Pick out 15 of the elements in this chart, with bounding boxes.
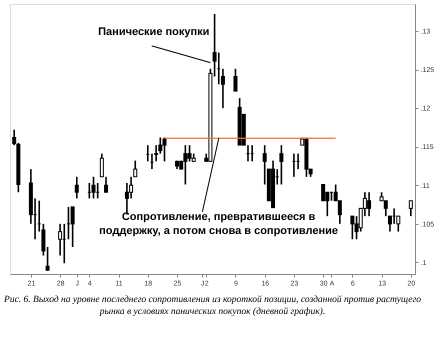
candlestick xyxy=(188,144,192,162)
candlestick xyxy=(279,144,284,186)
candlestick xyxy=(321,184,326,202)
candlestick xyxy=(162,136,166,162)
candlestick xyxy=(350,215,354,240)
candlestick xyxy=(74,176,79,200)
candlestick xyxy=(367,191,372,217)
candlestick xyxy=(70,206,75,248)
text: Рис. 6. Выход на уровне последнего сопротивления из короткой позиции, созданной против растущего рынка в условиях панических покупок (дневной график). xyxy=(3,295,422,317)
candlestick xyxy=(92,176,96,200)
annotation: Сопротивление, превратившееся в поддержку, а потом снова в сопротивление xyxy=(99,211,338,237)
candlestick xyxy=(183,144,188,186)
candlestick xyxy=(233,68,238,92)
candlestick xyxy=(408,200,413,217)
annotation: Панические покупки xyxy=(98,26,210,38)
